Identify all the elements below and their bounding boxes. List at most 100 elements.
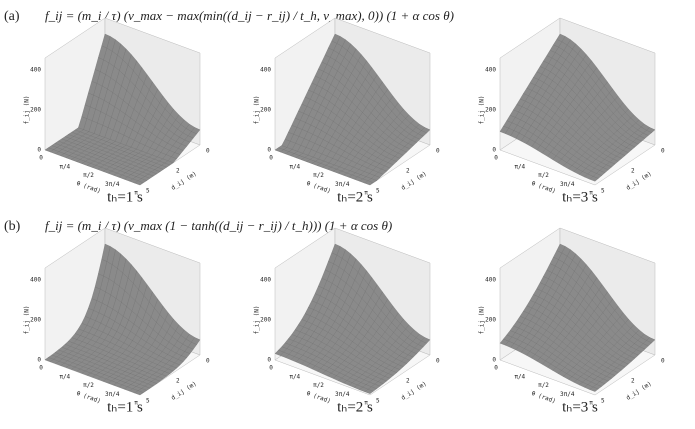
z-tick-label: 200 [30,107,41,114]
panel-label: (b) [4,219,21,234]
z-tick-label: 400 [260,67,271,74]
d-tick-label: 5 [376,188,380,195]
surface-patch [134,390,144,396]
z-tick-label: 200 [260,107,271,114]
z-axis-label: f_ij (N) [479,96,486,125]
theta-tick-label: π/2 [83,382,94,389]
theta-tick-label: π/2 [313,172,324,179]
theta-axis-label: θ (rad) [75,390,101,405]
theta-tick-label: 3π/4 [105,181,120,188]
surface-patch [589,386,599,392]
surface-plot: 0 200 400 f_ij (N) 0 π/4 π/2 3π/4 π θ (rad) 0 2 5 d_i… [24,17,210,205]
d-tick-label: 0 [436,358,440,365]
z-tick-label: 400 [30,67,41,74]
d-tick-label: 2 [176,378,180,385]
d-tick-label: 2 [406,168,410,175]
surface-patch [364,180,374,186]
d-axis-label: d_ij (m) [170,170,198,192]
theta-tick-label: 0 [494,155,498,162]
d-tick-label: 0 [206,148,210,155]
theta-tick-label: π/2 [538,382,549,389]
theta-tick-label: π/4 [514,163,525,170]
z-tick-label: 0 [267,147,271,154]
d-axis-label: d_ij (m) [625,380,653,402]
z-tick-label: 200 [260,317,271,324]
equation: f_ij = (m_i / τ) (v_max (1 − tanh((d_ij … [45,218,392,233]
z-tick-label: 0 [492,147,496,154]
z-axis-label: f_ij (N) [24,96,31,125]
theta-tick-label: π [364,190,368,197]
surface-patch [134,180,144,186]
caption: tₕ=3 s [562,189,598,205]
z-tick-label: 400 [485,67,496,74]
d-tick-label: 2 [176,168,180,175]
caption: tₕ=1 s [107,189,143,205]
z-axis-label: f_ij (N) [24,306,31,335]
theta-tick-label: 0 [269,365,273,372]
z-tick-label: 0 [492,357,496,364]
d-axis-label: d_ij (m) [400,380,428,402]
d-tick-label: 0 [206,358,210,365]
d-tick-label: 5 [146,398,150,405]
theta-tick-label: π [134,190,138,197]
z-tick-label: 0 [37,357,41,364]
surface-patch [589,176,599,182]
caption: tₕ=2 s [337,399,373,415]
theta-tick-label: π/4 [59,373,70,380]
d-tick-label: 5 [601,398,605,405]
theta-axis-label: θ (rad) [75,180,101,195]
theta-axis-label: θ (rad) [530,390,556,405]
theta-axis-label: θ (rad) [530,180,556,195]
d-tick-label: 2 [631,378,635,385]
theta-tick-label: 0 [39,365,43,372]
d-tick-label: 0 [661,358,665,365]
surface-plot: 0 200 400 f_ij (N) 0 π/4 π/2 3π/4 π θ (rad) 0 2 5 d_i… [479,227,665,415]
d-tick-label: 2 [406,378,410,385]
theta-tick-label: π [134,400,138,407]
z-tick-label: 400 [485,277,496,284]
d-tick-label: 0 [436,148,440,155]
theta-tick-label: π/4 [289,373,300,380]
caption: tₕ=1 s [107,399,143,415]
d-tick-label: 5 [146,188,150,195]
z-tick-label: 200 [30,317,41,324]
d-axis-label: d_ij (m) [400,170,428,192]
theta-tick-label: π/2 [83,172,94,179]
z-tick-label: 0 [37,147,41,154]
d-axis-label: d_ij (m) [625,170,653,192]
theta-axis-label: θ (rad) [305,180,331,195]
z-tick-label: 0 [267,357,271,364]
d-axis-label: d_ij (m) [170,380,198,402]
z-axis-label: f_ij (N) [254,306,261,335]
theta-tick-label: π [589,400,593,407]
d-tick-label: 5 [601,188,605,195]
theta-tick-label: 3π/4 [335,391,350,398]
surface-plot: 0 200 400 f_ij (N) 0 π/4 π/2 3π/4 π θ (rad) 0 2 5 d_i… [254,17,440,205]
theta-tick-label: 3π/4 [105,391,120,398]
surface-plot: 0 200 400 f_ij (N) 0 π/4 π/2 3π/4 π θ (rad) 0 2 5 d_i… [479,17,665,205]
surface-patch [364,389,374,394]
z-axis-label: f_ij (N) [254,96,261,125]
equation: f_ij = (m_i / τ) (v_max − max(min((d_ij … [45,8,454,23]
theta-tick-label: π [364,400,368,407]
theta-tick-label: π/4 [59,163,70,170]
theta-tick-label: 0 [39,155,43,162]
theta-tick-label: π/4 [289,163,300,170]
panel-label: (a) [4,9,20,24]
theta-tick-label: 0 [494,365,498,372]
d-tick-label: 5 [376,398,380,405]
theta-tick-label: 3π/4 [560,391,575,398]
theta-tick-label: π/2 [313,382,324,389]
theta-axis-label: θ (rad) [305,390,331,405]
z-axis-label: f_ij (N) [479,306,486,335]
surface-plot: 0 200 400 f_ij (N) 0 π/4 π/2 3π/4 π θ (rad) 0 2 5 d_i… [254,227,440,415]
surface-plot: 0 200 400 f_ij (N) 0 π/4 π/2 3π/4 π θ (rad) 0 2 5 d_i… [24,227,210,415]
theta-tick-label: 3π/4 [560,181,575,188]
theta-tick-label: π [589,190,593,197]
caption: tₕ=3 s [562,399,598,415]
theta-tick-label: π/4 [514,373,525,380]
d-tick-label: 0 [661,148,665,155]
z-tick-label: 200 [485,317,496,324]
